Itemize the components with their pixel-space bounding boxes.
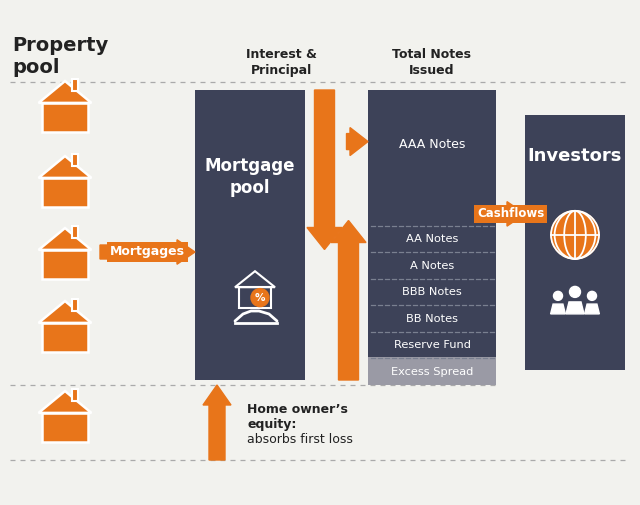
Text: Total Notes
Issued: Total Notes Issued (392, 48, 472, 77)
Polygon shape (38, 156, 92, 178)
FancyArrow shape (346, 128, 368, 156)
Text: Property
pool: Property pool (12, 36, 108, 77)
Text: equity:: equity: (247, 418, 296, 431)
Text: Excess Spread: Excess Spread (391, 367, 473, 377)
Text: AA Notes: AA Notes (406, 234, 458, 244)
Polygon shape (38, 301, 92, 323)
Text: Cashflows: Cashflows (477, 208, 544, 220)
FancyArrow shape (100, 240, 195, 264)
Text: Interest &
Principal: Interest & Principal (246, 48, 317, 77)
Bar (239, 287, 271, 308)
Text: Investors: Investors (528, 147, 622, 165)
Circle shape (588, 291, 596, 300)
Text: Mortgage
pool: Mortgage pool (205, 157, 295, 197)
Bar (195, 90, 305, 380)
Bar (42, 323, 88, 352)
Bar (72, 226, 78, 238)
Polygon shape (584, 304, 600, 314)
Bar (72, 299, 78, 311)
Bar (42, 413, 88, 442)
Bar (72, 389, 78, 401)
Bar (525, 115, 625, 370)
Bar (42, 103, 88, 132)
Circle shape (570, 286, 580, 297)
FancyArrow shape (331, 221, 366, 380)
Circle shape (554, 291, 563, 300)
Circle shape (251, 288, 269, 307)
Circle shape (551, 211, 599, 259)
Bar (72, 79, 78, 91)
Text: AAA Notes: AAA Notes (399, 138, 465, 151)
Text: A Notes: A Notes (410, 261, 454, 271)
Polygon shape (550, 304, 565, 314)
Polygon shape (38, 81, 92, 103)
Text: Reserve Fund: Reserve Fund (394, 340, 470, 350)
Text: BB Notes: BB Notes (406, 314, 458, 324)
Bar (72, 154, 78, 166)
FancyArrow shape (307, 90, 342, 249)
Text: absorbs first loss: absorbs first loss (247, 433, 353, 446)
Polygon shape (566, 302, 584, 314)
Bar (42, 250, 88, 279)
Text: Home owner’s: Home owner’s (247, 403, 348, 416)
Text: Mortgages: Mortgages (110, 245, 185, 259)
Polygon shape (38, 391, 92, 413)
Bar (42, 178, 88, 207)
FancyArrow shape (496, 201, 525, 226)
Bar (368, 90, 496, 385)
Polygon shape (38, 228, 92, 250)
Text: %: % (255, 292, 265, 302)
Text: BBB Notes: BBB Notes (402, 287, 462, 297)
Bar (368, 357, 496, 385)
FancyArrow shape (203, 385, 231, 460)
